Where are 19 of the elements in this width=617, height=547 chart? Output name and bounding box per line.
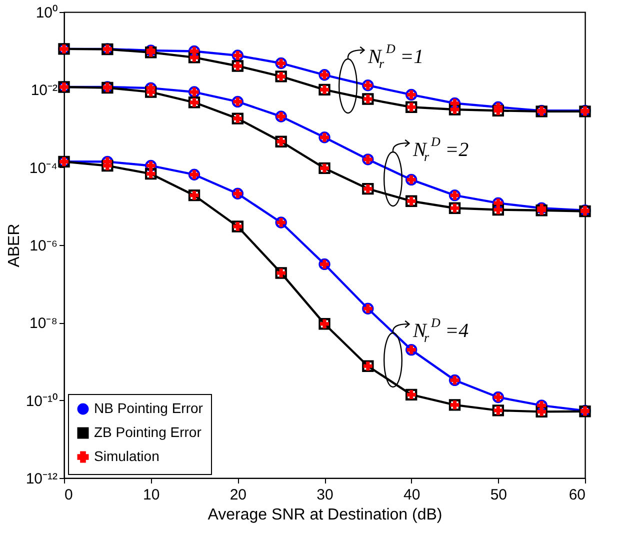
x-tick-label: 50 [490, 486, 508, 504]
y-tick-label: 10⁻¹² [26, 470, 58, 488]
x-tick-label: 20 [230, 486, 247, 504]
legend-label: ZB Pointing Error [94, 424, 202, 440]
y-tick-label: 10⁰ [36, 4, 58, 22]
x-tick-label: 30 [316, 486, 334, 504]
x-tick-label: 0 [64, 486, 73, 504]
y-tick-label: 10⁻¹⁰ [26, 392, 58, 410]
y-tick-label: 10⁻⁸ [29, 315, 58, 332]
x-tick-label: 10 [142, 486, 160, 504]
y-axis-title: ABER [6, 224, 23, 268]
x-tick-label: 60 [568, 486, 586, 504]
x-tick-label: 40 [403, 486, 420, 504]
y-tick-label: 10⁻² [30, 82, 58, 100]
legend-label: NB Pointing Error [94, 400, 204, 416]
x-axis-title: Average SNR at Destination (dB) [208, 506, 442, 524]
y-tick-label: 10⁻⁴ [29, 160, 58, 177]
legend-label: Simulation [94, 448, 160, 464]
y-tick-label: 10⁻⁶ [30, 238, 58, 254]
